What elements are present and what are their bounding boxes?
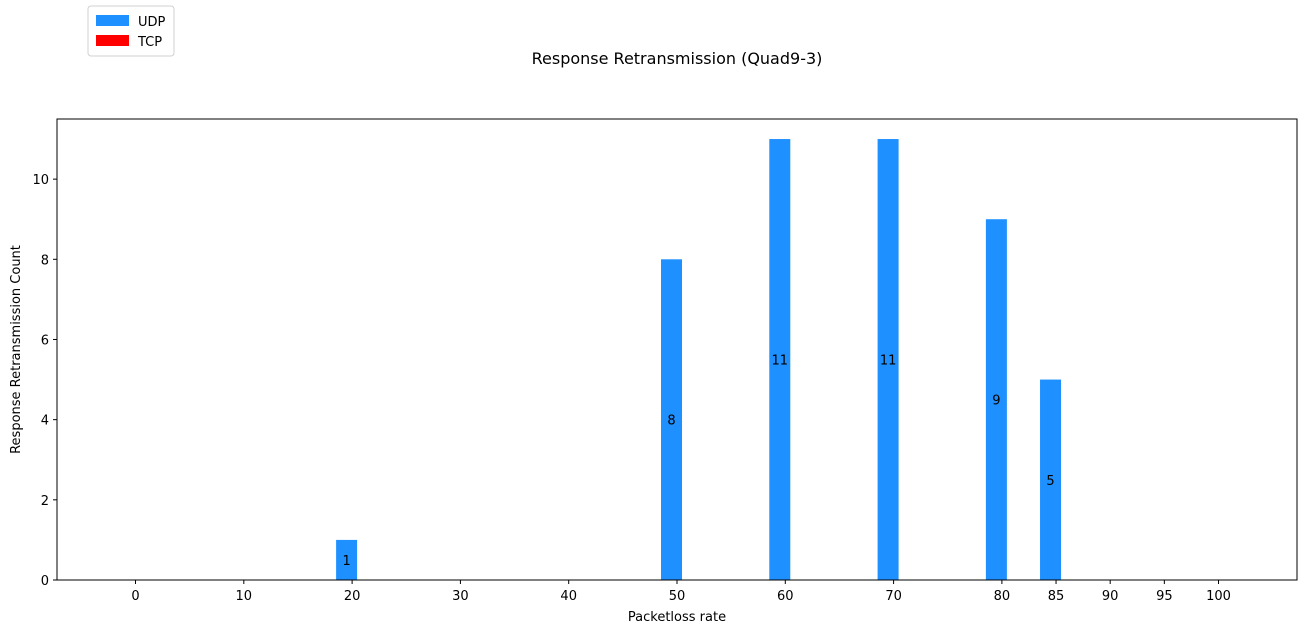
- bar-value-label: 1: [342, 554, 350, 569]
- x-tick-label: 85: [1048, 589, 1065, 604]
- bar-value-label: 11: [772, 354, 789, 369]
- x-tick-label: 10: [236, 589, 253, 604]
- bar-udp-70: [877, 139, 899, 581]
- legend-swatch-udp: [96, 15, 129, 26]
- x-tick-label: 30: [452, 589, 469, 604]
- x-axis: 0 10 20 30 40 50 60 70 80 85 90 95 100: [131, 580, 1231, 604]
- x-tick-label: 100: [1206, 589, 1231, 604]
- legend-label-tcp: TCP: [137, 35, 162, 50]
- bar-value-label: 8: [667, 414, 675, 429]
- bar-labels: 1 8 11 11 9 5: [342, 354, 1054, 569]
- y-tick-label: 2: [41, 494, 49, 509]
- legend-swatch-tcp: [96, 35, 129, 46]
- y-axis: 0 2 4 6 8 10: [32, 173, 57, 589]
- x-tick-label: 20: [344, 589, 361, 604]
- bars: [336, 139, 1062, 581]
- legend: UDP TCP: [87, 5, 175, 57]
- x-tick-label: 70: [885, 589, 902, 604]
- x-tick-label: 50: [669, 589, 686, 604]
- bar-udp-20: [336, 539, 358, 580]
- bar-value-label: 9: [992, 394, 1000, 409]
- y-tick-label: 0: [41, 574, 49, 589]
- bar-udp-60: [769, 139, 791, 581]
- x-tick-label: 95: [1156, 589, 1173, 604]
- y-axis-label: Response Retransmission Count: [9, 245, 24, 454]
- legend-label-udp: UDP: [138, 15, 166, 30]
- bar-udp-50: [661, 259, 682, 580]
- x-tick-label: 80: [994, 589, 1011, 604]
- bar-value-label: 11: [880, 354, 897, 369]
- bar-value-label: 5: [1046, 474, 1054, 489]
- y-tick-label: 10: [32, 173, 49, 188]
- y-tick-label: 4: [41, 414, 49, 429]
- x-axis-label: Packetloss rate: [628, 610, 726, 625]
- bar-udp-80: [985, 219, 1007, 580]
- y-tick-label: 8: [41, 253, 49, 268]
- bar-udp-85: [1040, 379, 1062, 580]
- chart-title: Response Retransmission (Quad9-3): [532, 49, 823, 68]
- x-tick-label: 90: [1102, 589, 1119, 604]
- y-tick-label: 6: [41, 333, 49, 348]
- x-tick-label: 0: [131, 589, 139, 604]
- x-tick-label: 40: [560, 589, 577, 604]
- x-tick-label: 60: [777, 589, 794, 604]
